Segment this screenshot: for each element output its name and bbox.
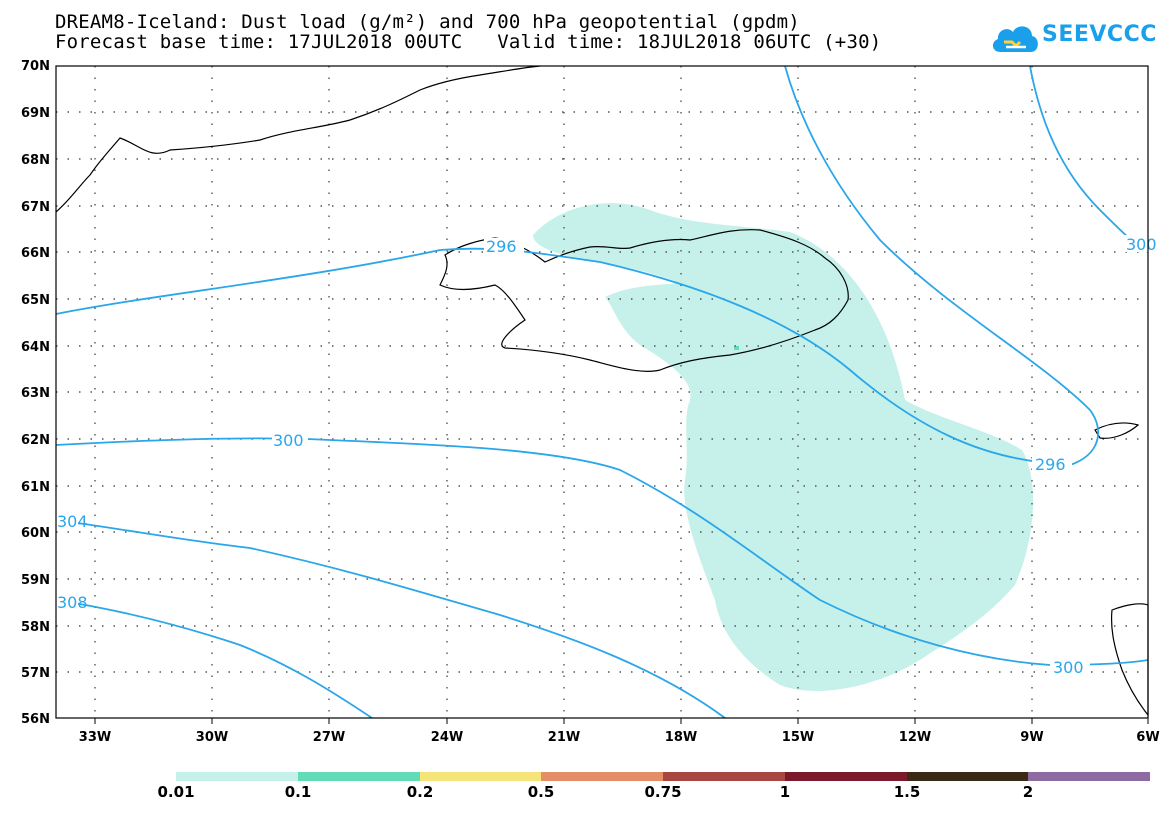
contour-label: 304 <box>57 512 88 531</box>
lat-label: 62N <box>21 433 50 448</box>
lat-label: 65N <box>21 293 50 308</box>
scotland-coast <box>1110 603 1149 717</box>
colorbar-label: 0.1 <box>284 783 312 801</box>
lat-label: 68N <box>21 153 50 168</box>
dust-load-patch <box>734 346 739 350</box>
faroe-shetland-coast <box>1094 422 1140 439</box>
lon-label: 33W <box>79 730 111 745</box>
contour-label: 300 <box>273 431 304 450</box>
dust-load-area <box>533 203 1034 691</box>
geopotential-contours <box>55 65 1149 719</box>
contour-label: 300 <box>1126 235 1157 254</box>
lon-label: 24W <box>431 730 463 745</box>
coastlines <box>55 65 1149 717</box>
seevccc-logo: SEEVCCC <box>990 20 1156 60</box>
colorbar-bin <box>907 772 1028 781</box>
lat-label: 67N <box>21 200 50 215</box>
lat-label: 63N <box>21 386 50 401</box>
lat-gridlines <box>56 111 1148 673</box>
lon-label: 18W <box>665 730 697 745</box>
contour-label: 296 <box>486 237 517 256</box>
lat-label: 70N <box>21 59 50 74</box>
colorbar-bin <box>176 772 298 781</box>
contour-label: 300 <box>1053 658 1084 677</box>
colorbar-bin <box>785 772 907 781</box>
iceland-coast <box>439 229 849 372</box>
colorbar-bin <box>541 772 663 781</box>
map-title: DREAM8-Iceland: Dust load (g/m²) and 700… <box>55 11 800 33</box>
colorbar-label: 0.75 <box>644 783 682 801</box>
contour-308 <box>55 599 373 719</box>
contour-296-east <box>1029 65 1149 253</box>
contour-300-east-loop <box>784 65 1099 466</box>
colorbar-bin <box>420 772 541 781</box>
contour-label: 308 <box>57 593 88 612</box>
lon-label: 9W <box>1020 730 1043 745</box>
lat-label: 57N <box>21 666 50 681</box>
contour-296-west <box>55 247 1041 463</box>
lat-label: 66N <box>21 246 50 261</box>
axis-ticks <box>94 718 1149 724</box>
lat-label: 60N <box>21 526 50 541</box>
lon-label: 27W <box>313 730 345 745</box>
lat-labels: 70N 69N 68N 67N 66N 65N 64N 63N 62N 61N … <box>21 59 50 727</box>
colorbar-bin <box>1028 772 1150 781</box>
colorbar-bin <box>663 772 785 781</box>
cloud-icon <box>992 26 1038 52</box>
map-frame <box>55 65 1149 719</box>
colorbar-label: 0.2 <box>406 783 434 801</box>
lat-label: 69N <box>21 106 50 121</box>
colorbar <box>176 772 1150 781</box>
lat-label: 56N <box>21 712 50 727</box>
lat-label: 64N <box>21 340 50 355</box>
contour-labels: 296 300 300 296 300 304 308 <box>56 235 1157 677</box>
contour-304 <box>55 519 726 719</box>
lat-label: 59N <box>21 573 50 588</box>
lat-label: 61N <box>21 480 50 495</box>
greenland-coast <box>55 65 541 213</box>
colorbar-label: 1.5 <box>893 783 921 801</box>
forecast-time-subtitle: Forecast base time: 17JUL2018 00UTC Vali… <box>55 31 882 53</box>
colorbar-label: 1 <box>779 783 791 801</box>
logo-text: SEEVCCC <box>1042 22 1157 47</box>
colorbar-label: 2 <box>1022 783 1034 801</box>
lat-label: 58N <box>21 620 50 635</box>
colorbar-label: 0.5 <box>527 783 555 801</box>
lon-labels: 33W 30W 27W 24W 21W 18W 15W 12W 9W 6W <box>79 730 1160 745</box>
lon-label: 12W <box>899 730 931 745</box>
colorbar-label: 0.01 <box>157 783 195 801</box>
lon-label: 30W <box>196 730 228 745</box>
colorbar-bin <box>298 772 420 781</box>
lon-label: 6W <box>1136 730 1159 745</box>
lon-label: 21W <box>548 730 580 745</box>
lon-label: 15W <box>782 730 814 745</box>
contour-label: 296 <box>1035 455 1066 474</box>
